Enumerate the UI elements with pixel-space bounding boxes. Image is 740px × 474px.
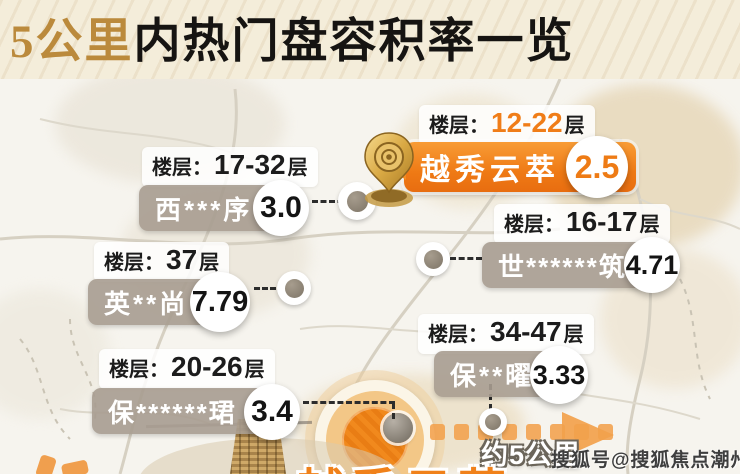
property-name: 保******珺 <box>108 397 237 428</box>
page-title-highlight: 5公里 <box>10 16 134 68</box>
property-name: 世******筑 <box>498 251 627 282</box>
floor-label-yuexiu: 楼层：12-22 层 <box>419 105 595 145</box>
site-dot-marker <box>383 413 413 443</box>
ratio-value-yingshang: 7.79 <box>190 272 250 332</box>
map-dot-marker <box>277 271 311 305</box>
floor-label-yingshang: 楼层：37 层 <box>94 242 230 282</box>
floor-label-shizhu: 楼层：16-17 层 <box>494 204 670 244</box>
ratio-value-yuexiu: 2.5 <box>566 136 628 198</box>
header-band <box>0 0 740 79</box>
distance-arrow-head-icon <box>562 412 614 458</box>
connector-dash <box>450 257 482 260</box>
connector-dash <box>312 200 352 203</box>
property-name: 西***序 <box>155 194 253 225</box>
connector-dash <box>303 401 395 404</box>
map-dot-marker <box>416 242 450 276</box>
watermark: 搜狐号@搜狐焦点潮州站 <box>551 450 740 471</box>
page-title-rest: 内热门盘容积率一览 <box>133 16 575 68</box>
property-name: 英**尚 <box>104 288 189 319</box>
property-name: 保**曜 <box>450 360 535 391</box>
map-dot-marker <box>338 182 376 220</box>
connector-dash <box>489 384 492 410</box>
distance-label: 约5公里 <box>481 440 582 470</box>
floor-label-baojun: 楼层：20-26 层 <box>99 349 275 389</box>
page-title: 5公里内热门盘容积率一览 <box>10 2 575 71</box>
ratio-value-shizhu: 4.71 <box>624 237 680 293</box>
connector-dash <box>392 403 395 419</box>
site-label-cutoff: 越秀云萃 <box>296 452 512 474</box>
ratio-value-baojun: 3.4 <box>244 384 300 440</box>
map-dot-marker <box>479 408 507 436</box>
gold-location-pin-icon <box>354 128 424 208</box>
connector-dash <box>254 287 284 290</box>
ratio-value-baoyao: 3.33 <box>530 346 588 404</box>
ratio-value-xixu: 3.0 <box>253 180 309 236</box>
floor-label-xixu: 楼层：17-32 层 <box>142 147 318 187</box>
property-name: 越秀云萃 <box>420 154 560 187</box>
